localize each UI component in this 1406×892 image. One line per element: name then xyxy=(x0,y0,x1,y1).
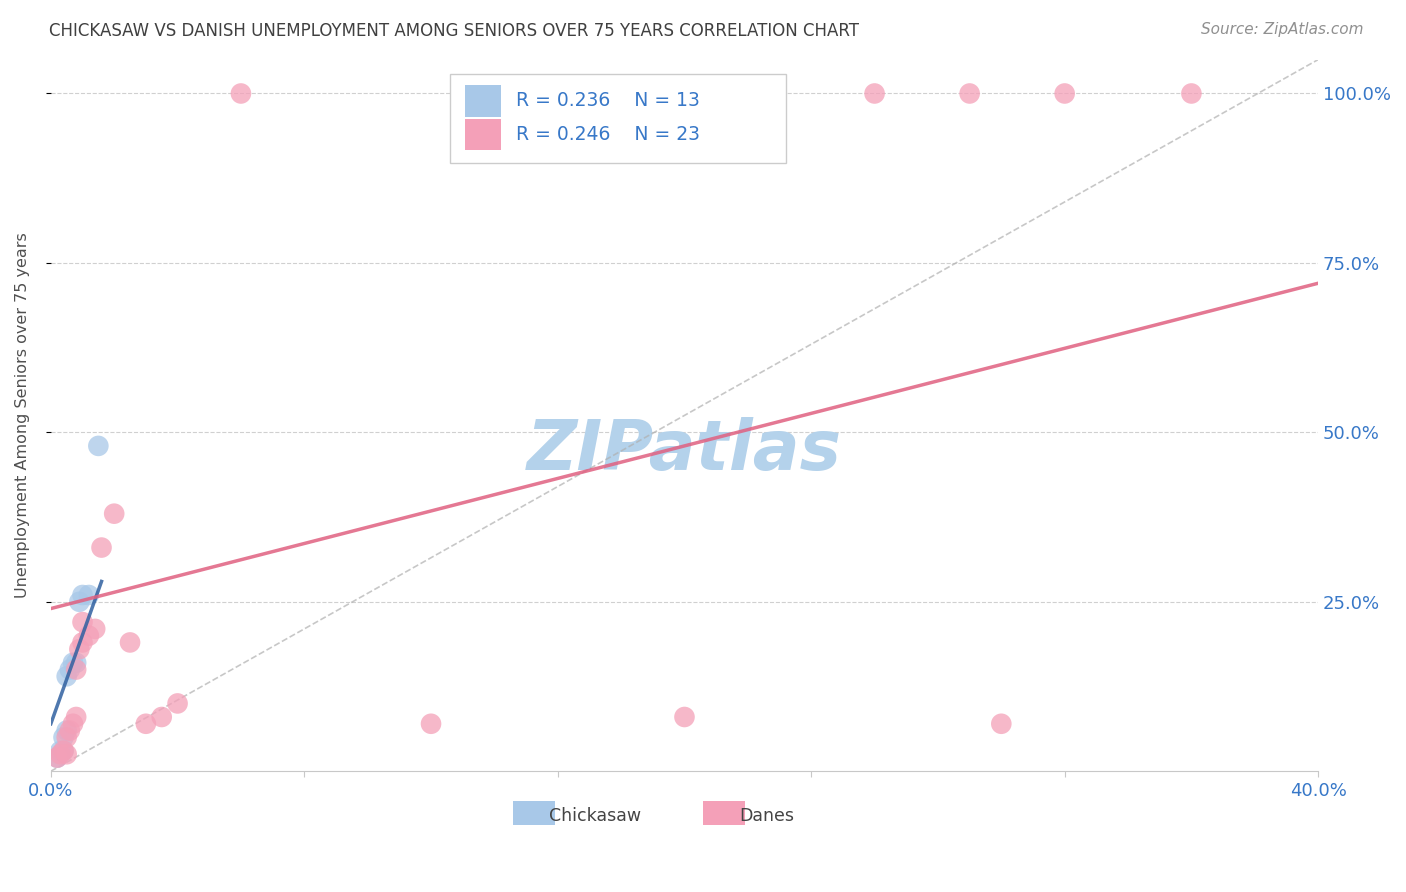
Y-axis label: Unemployment Among Seniors over 75 years: Unemployment Among Seniors over 75 years xyxy=(15,233,30,599)
Bar xyxy=(450,74,786,162)
Point xyxy=(420,716,443,731)
Point xyxy=(90,541,112,555)
Point xyxy=(59,663,82,677)
Point xyxy=(52,731,75,745)
Point xyxy=(72,615,94,629)
Point xyxy=(166,697,188,711)
Point xyxy=(135,716,157,731)
Point xyxy=(87,439,110,453)
Point xyxy=(863,87,886,101)
Point xyxy=(150,710,173,724)
Point xyxy=(49,747,72,762)
Point xyxy=(547,87,569,101)
Point xyxy=(959,87,981,101)
Point xyxy=(1053,87,1076,101)
Point xyxy=(46,750,69,764)
Point xyxy=(65,663,87,677)
Point xyxy=(72,588,94,602)
Text: CHICKASAW VS DANISH UNEMPLOYMENT AMONG SENIORS OVER 75 YEARS CORRELATION CHART: CHICKASAW VS DANISH UNEMPLOYMENT AMONG S… xyxy=(49,22,859,40)
Point xyxy=(72,635,94,649)
Text: R = 0.246    N = 23: R = 0.246 N = 23 xyxy=(516,125,700,144)
Point xyxy=(55,723,77,738)
Bar xyxy=(465,119,501,150)
Point xyxy=(46,750,69,764)
Bar xyxy=(703,801,745,824)
Point xyxy=(62,716,84,731)
Point xyxy=(67,642,90,657)
Text: R = 0.236    N = 13: R = 0.236 N = 13 xyxy=(516,91,700,111)
Point xyxy=(77,629,100,643)
Text: ZIPatlas: ZIPatlas xyxy=(527,417,842,484)
Point xyxy=(59,723,82,738)
Point xyxy=(65,656,87,670)
Point xyxy=(229,87,252,101)
Point xyxy=(55,747,77,762)
Text: Danes: Danes xyxy=(740,807,794,825)
Point xyxy=(62,656,84,670)
Point xyxy=(49,744,72,758)
Bar xyxy=(465,86,501,117)
Point xyxy=(65,710,87,724)
Point xyxy=(55,669,77,683)
Point xyxy=(55,731,77,745)
Point xyxy=(52,744,75,758)
Point xyxy=(118,635,141,649)
Text: Chickasaw: Chickasaw xyxy=(548,807,641,825)
Point xyxy=(52,744,75,758)
Bar xyxy=(513,801,555,824)
Point xyxy=(67,595,90,609)
Point xyxy=(990,716,1012,731)
Point xyxy=(1180,87,1202,101)
Point xyxy=(103,507,125,521)
Point xyxy=(84,622,107,636)
Point xyxy=(77,588,100,602)
Point xyxy=(673,710,696,724)
Text: Source: ZipAtlas.com: Source: ZipAtlas.com xyxy=(1201,22,1364,37)
Point xyxy=(737,87,759,101)
